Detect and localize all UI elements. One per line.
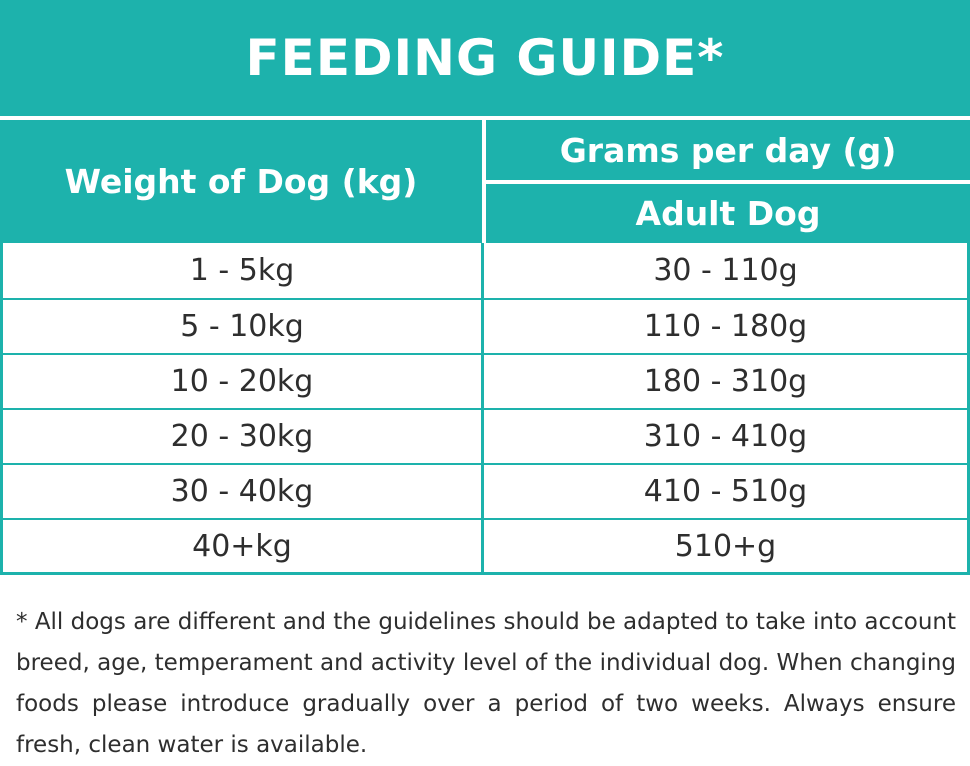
column-header-weight: Weight of Dog (kg) <box>0 120 482 243</box>
grams-cell: 410 - 510g <box>643 474 808 509</box>
weight-header-label: Weight of Dog (kg) <box>64 162 418 201</box>
feeding-table-body: 1 - 5kg 30 - 110g 5 - 10kg 110 - 180g 10… <box>0 243 970 575</box>
table-row: 5 - 10kg 110 - 180g <box>3 298 967 353</box>
weight-cell: 40+kg <box>3 520 484 573</box>
table-row: 10 - 20kg 180 - 310g <box>3 353 967 408</box>
adult-dog-label: Adult Dog <box>635 194 821 233</box>
table-row: 20 - 30kg 310 - 410g <box>3 408 967 463</box>
footnote: * All dogs are different and the guideli… <box>16 609 956 758</box>
weight-cell: 5 - 10kg <box>3 300 484 353</box>
grams-cell: 110 - 180g <box>643 309 808 344</box>
grams-cell: 310 - 410g <box>643 419 808 454</box>
page-title: FEEDING GUIDE* <box>245 29 725 87</box>
weight-cell: 20 - 30kg <box>3 410 484 463</box>
table-row: 30 - 40kg 410 - 510g <box>3 463 967 518</box>
grams-cell: 510+g <box>674 529 777 564</box>
weight-cell: 1 - 5kg <box>3 243 484 298</box>
column-header-grams: Grams per day (g) <box>486 120 970 180</box>
feeding-guide-title-bar: FEEDING GUIDE* <box>0 0 970 116</box>
table-row: 1 - 5kg 30 - 110g <box>3 243 967 298</box>
column-subheader-adult: Adult Dog <box>486 184 970 243</box>
table-row: 40+kg 510+g <box>3 518 967 573</box>
grams-cell: 30 - 110g <box>653 253 798 288</box>
grams-header-label: Grams per day (g) <box>559 130 897 170</box>
weight-cell: 10 - 20kg <box>3 355 484 408</box>
grams-cell: 180 - 310g <box>643 364 808 399</box>
weight-cell: 30 - 40kg <box>3 465 484 518</box>
